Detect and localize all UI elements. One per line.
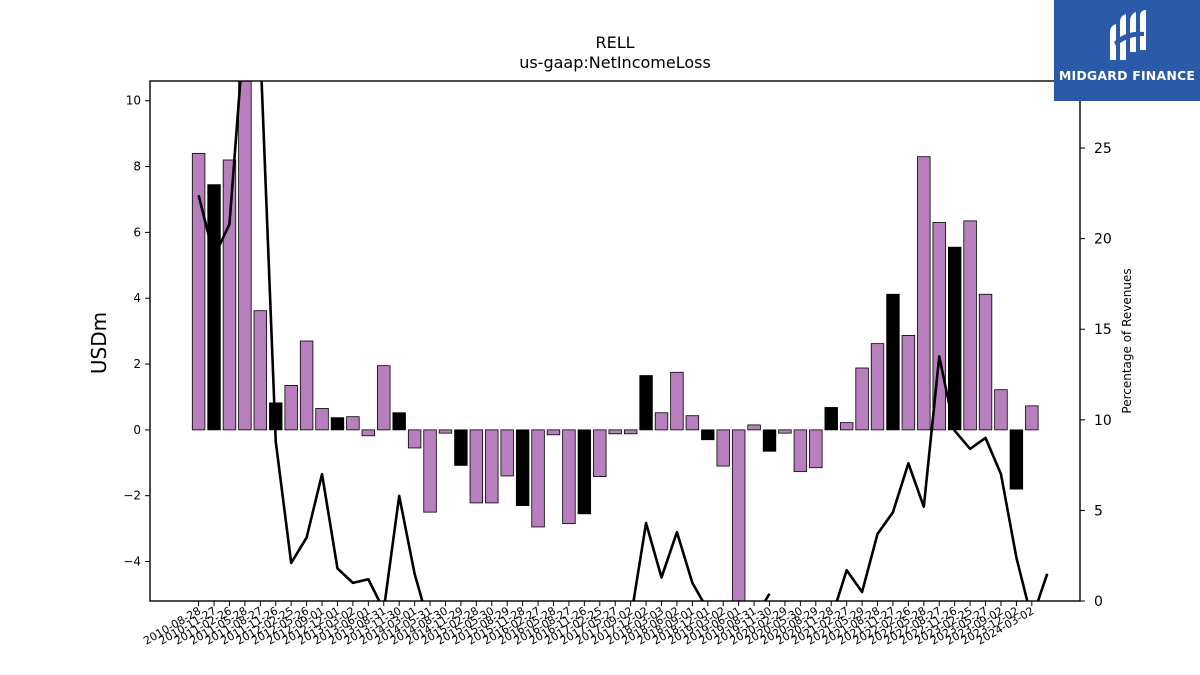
bar [562,429,576,525]
y-tick-label: 6 [133,225,141,239]
bar [747,424,761,431]
bar [809,429,823,469]
bar [994,389,1008,431]
bar [515,429,530,506]
bar [824,407,838,431]
bar [731,429,746,601]
y2-tick-label: 25 [1094,141,1112,157]
bar [485,429,499,504]
bar [531,429,545,528]
bar [716,429,730,467]
bar [222,159,237,431]
axes-group: −4−2024681005101520252010-08-282010-11-2… [123,80,1112,648]
bar [191,153,206,431]
y-tick-label: −4 [123,555,141,569]
y2-axis-label: Percentage of Revenues [1120,268,1134,413]
bar [438,429,453,434]
pct-line [763,593,771,601]
bars-group [191,81,1039,601]
bar [577,429,592,515]
bar [793,429,808,473]
logo-text: MIDGARD FINANCE [1058,68,1196,83]
bar [978,293,993,431]
bar [623,429,638,435]
bar [701,429,715,441]
y2-tick-label: 20 [1094,232,1112,248]
y2-tick-label: 10 [1094,413,1112,429]
bar [346,416,360,431]
bar [423,429,437,513]
bar [639,375,653,431]
bar [330,417,345,431]
bar [762,429,777,452]
bar [685,415,700,431]
y2-tick-label: 5 [1094,503,1103,519]
pct-line-group [197,81,1049,601]
bar [654,412,669,431]
y-tick-label: 4 [133,291,141,305]
bar [407,429,422,449]
bar [284,385,298,431]
bar [392,412,406,431]
y-tick-label: −2 [123,489,141,503]
brand-logo: MIDGARD FINANCE [1054,0,1200,101]
bar [886,293,900,431]
bar [469,429,484,504]
bar [593,429,607,477]
bar [901,335,916,431]
bar [454,429,468,466]
bar [1009,429,1024,490]
bar [377,365,391,431]
bar [361,429,376,437]
bar [253,310,268,431]
bar [546,429,561,436]
bar [839,422,854,431]
y-tick-label: 0 [133,423,141,437]
bar [207,184,221,431]
logo-mark-icon [1110,10,1146,60]
bar [870,343,885,431]
bar [1025,405,1039,431]
bar [963,220,977,431]
y-tick-label: 10 [126,94,141,108]
pct-line [835,355,1049,601]
pct-line [632,521,705,601]
pct-line [197,81,424,601]
chart-subtitle: us-gaap:NetIncomeLoss [519,53,711,72]
bar [608,429,622,435]
y-tick-label: 8 [133,160,141,174]
bar [315,408,329,431]
bar [778,429,792,434]
bar [855,367,869,431]
bar [238,81,252,431]
y-axis-label: USDm [87,312,111,374]
y-tick-label: 2 [133,357,141,371]
bar [947,246,962,431]
y2-tick-label: 0 [1094,594,1103,610]
y2-tick-label: 15 [1094,322,1112,338]
bar [917,156,931,431]
bar [670,371,684,431]
bar [299,340,314,431]
bar [500,429,514,477]
chart-title: RELL [595,33,634,52]
